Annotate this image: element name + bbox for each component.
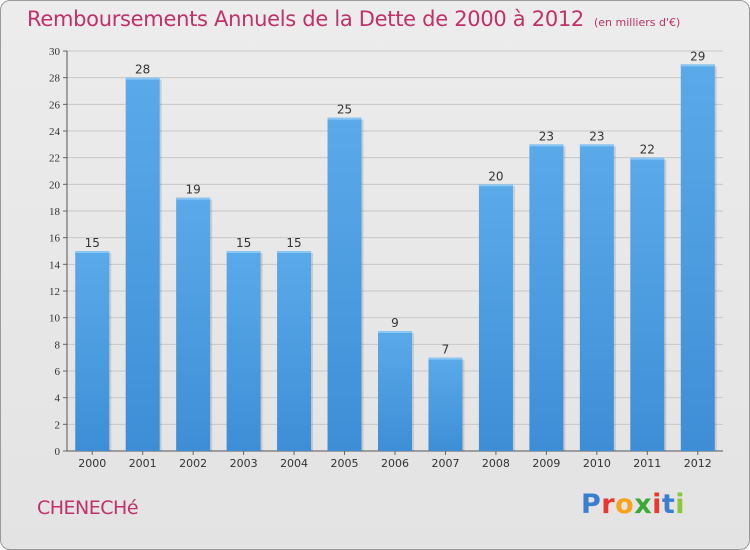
bar-highlight xyxy=(478,184,513,187)
x-tick-label: 2008 xyxy=(482,457,510,470)
bar-value-label: 29 xyxy=(690,49,705,63)
bar-value-label: 22 xyxy=(640,143,655,157)
bar-highlight xyxy=(75,251,110,253)
bar-group xyxy=(680,64,717,452)
bar-value-label: 28 xyxy=(135,63,150,77)
bar xyxy=(579,144,614,452)
y-tick-label: 14 xyxy=(49,259,61,271)
x-tick-label: 2006 xyxy=(381,457,409,470)
logo-letter: i xyxy=(675,489,686,520)
bar-value-label: 19 xyxy=(186,183,201,197)
bar-value-label: 15 xyxy=(85,236,100,250)
data-labels: 15 28 19 15 15 25 9 7 20 23 23 22 29 xyxy=(85,49,706,356)
y-tick-label: 28 xyxy=(49,73,61,85)
bar-group xyxy=(630,157,667,451)
bar-value-label: 7 xyxy=(442,343,450,357)
y-tick-label: 24 xyxy=(49,126,61,138)
bar-value-label: 25 xyxy=(337,103,352,117)
y-tick-label: 6 xyxy=(55,366,61,378)
bar-group xyxy=(176,197,213,451)
x-tick-label: 2003 xyxy=(230,457,258,470)
logo-letter: t xyxy=(661,489,676,520)
bars xyxy=(75,64,717,452)
proxiti-logo[interactable]: Proxiti xyxy=(581,489,685,520)
y-tick-label: 20 xyxy=(49,179,61,191)
bar xyxy=(478,184,513,452)
bar-group xyxy=(75,251,112,451)
x-tick-label: 2009 xyxy=(532,457,560,470)
bar-highlight xyxy=(630,157,665,160)
bar-value-label: 9 xyxy=(391,316,399,330)
bar-highlight xyxy=(529,144,564,147)
bar-highlight xyxy=(176,197,211,200)
bar-highlight xyxy=(327,117,362,120)
bar xyxy=(680,64,715,452)
bar-highlight xyxy=(680,64,715,67)
chart-unit-label: (en milliers d'€) xyxy=(594,16,681,29)
bar-group xyxy=(378,331,414,451)
bar-value-label: 20 xyxy=(488,169,503,183)
bar xyxy=(327,117,362,452)
y-tick-label: 4 xyxy=(55,393,61,405)
bar xyxy=(378,331,412,451)
logo-letter: P xyxy=(581,489,602,520)
y-tick-label: 18 xyxy=(49,206,61,218)
x-tick-label: 2012 xyxy=(684,457,712,470)
bar-group xyxy=(478,184,515,452)
x-tick-label: 2002 xyxy=(179,457,207,470)
bar xyxy=(630,157,665,451)
y-tick-label: 8 xyxy=(55,339,61,351)
commune-name: CHENECHé xyxy=(37,497,139,519)
logo-letter: x xyxy=(634,489,653,520)
x-tick-label: 2004 xyxy=(280,457,308,470)
bar-highlight xyxy=(226,251,261,253)
x-tick-label: 2000 xyxy=(78,457,106,470)
logo-letter: i xyxy=(652,489,662,520)
bar xyxy=(125,77,160,452)
y-tick-label: 10 xyxy=(49,313,61,325)
y-tick-label: 0 xyxy=(55,446,61,458)
bar-highlight xyxy=(579,144,614,147)
y-tick-label: 12 xyxy=(49,286,60,298)
bar-highlight xyxy=(378,331,412,333)
bar-highlight xyxy=(428,357,463,360)
y-tick-label: 16 xyxy=(49,233,61,245)
x-tick-label: 2005 xyxy=(331,457,359,470)
chart-title-text: Remboursements Annuels de la Dette de 20… xyxy=(27,7,584,31)
bar-value-label: 23 xyxy=(539,129,554,143)
bar-highlight xyxy=(125,77,160,80)
y-tick-label: 2 xyxy=(55,419,61,431)
bar xyxy=(529,144,564,452)
bar-value-label: 15 xyxy=(286,236,301,250)
bar-value-label: 23 xyxy=(589,129,604,143)
y-tick-label: 30 xyxy=(49,46,61,58)
bar xyxy=(428,357,463,451)
bar-group xyxy=(327,117,364,452)
y-tick-label: 22 xyxy=(49,153,60,165)
x-tick-label: 2010 xyxy=(583,457,611,470)
bar-group xyxy=(277,251,314,451)
logo-letter: o xyxy=(615,489,635,520)
bar xyxy=(277,251,312,451)
bar-group xyxy=(125,77,162,452)
bar-value-label: 15 xyxy=(236,236,251,250)
bar-group xyxy=(226,251,263,451)
x-tick-label: 2011 xyxy=(633,457,661,470)
bar-group xyxy=(428,357,465,451)
bar-highlight xyxy=(277,251,312,253)
x-tick-label: 2001 xyxy=(129,457,157,470)
bar xyxy=(226,251,261,451)
bar-group xyxy=(579,144,616,452)
bar xyxy=(176,197,211,451)
x-tick-label: 2007 xyxy=(431,457,459,470)
bar-group xyxy=(529,144,566,452)
bar xyxy=(75,251,110,451)
logo-letter: r xyxy=(601,489,616,520)
chart-title: Remboursements Annuels de la Dette de 20… xyxy=(27,7,680,31)
y-tick-label: 26 xyxy=(49,99,61,111)
